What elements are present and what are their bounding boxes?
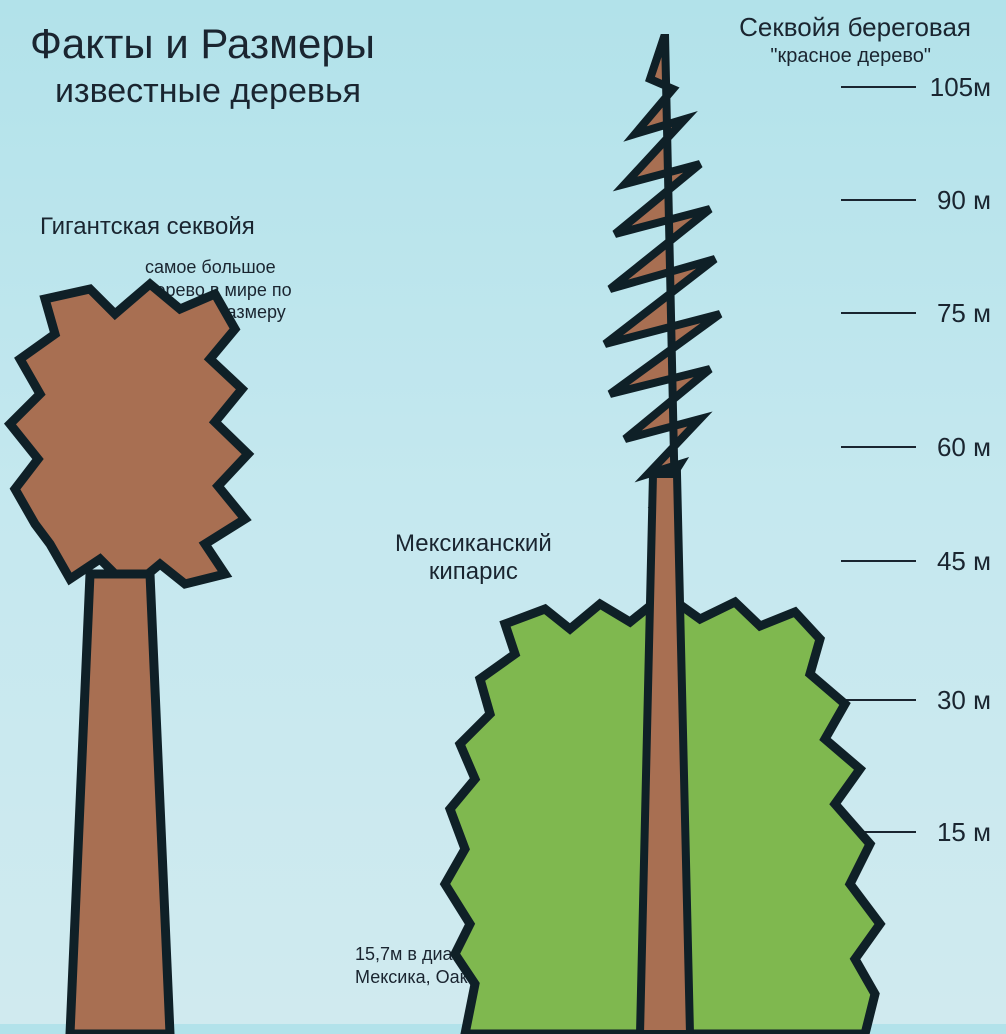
- page-title: Факты и Размеры: [30, 20, 375, 68]
- scale-tick-label: 45 м: [937, 546, 991, 577]
- mexican-cypress-label: Мексиканский кипарис: [395, 530, 552, 586]
- scale-tick-line: [841, 312, 916, 314]
- giant-sequoia-tree: [0, 274, 270, 1034]
- giant-sequoia-label: Гигантская секвойя: [40, 213, 255, 241]
- scale-tick-label: 75 м: [937, 298, 991, 329]
- coast-redwood-tree: [555, 34, 775, 1034]
- page-subtitle: известные деревья: [55, 72, 361, 111]
- coast-redwood-subtitle: "красное дерево": [770, 45, 931, 68]
- scale-tick-label: 90 м: [937, 185, 991, 216]
- scale-tick-label: 60 м: [937, 432, 991, 463]
- scale-tick-label: 105м: [930, 72, 991, 103]
- scale-tick-line: [841, 446, 916, 448]
- scale-tick-label: 15 м: [937, 817, 991, 848]
- scale-tick-label: 30 м: [937, 685, 991, 716]
- scale-tick-line: [841, 560, 916, 562]
- scale-tick-line: [841, 199, 916, 201]
- scale-tick-line: [841, 86, 916, 88]
